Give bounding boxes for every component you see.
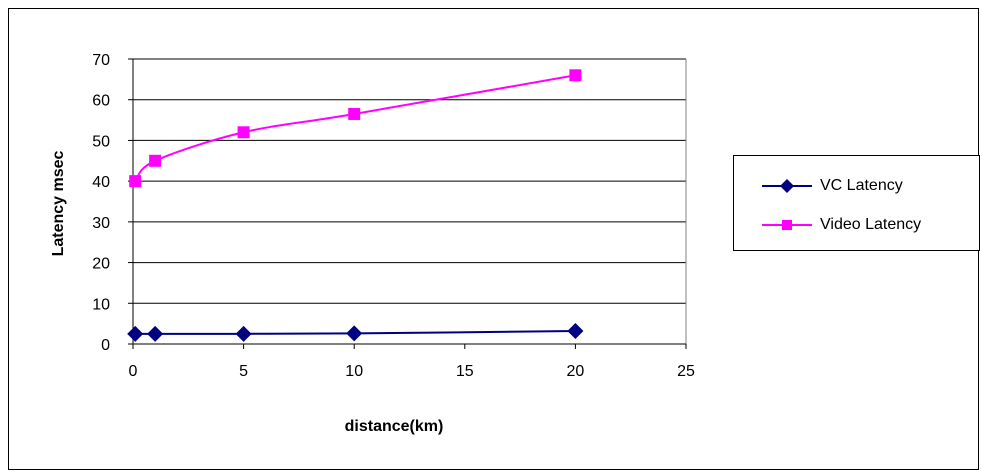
y-tick-label: 20 <box>92 256 110 273</box>
chart-legend: VC Latency Video Latency <box>733 155 980 251</box>
legend-swatch-vc-latency <box>762 179 812 193</box>
x-tick-label: 15 <box>456 363 474 380</box>
y-tick-label: 40 <box>92 174 110 191</box>
legend-swatch-video-latency <box>762 220 812 230</box>
x-tick-label: 5 <box>239 363 248 380</box>
grid-lines <box>133 58 687 344</box>
y-tick-label: 10 <box>92 296 110 313</box>
legend-label-vc-latency: VC Latency <box>820 177 903 194</box>
data-point-video-latency <box>129 175 142 188</box>
data-point-video-latency <box>149 154 162 167</box>
data-point-video-latency <box>569 69 582 82</box>
data-point-vc-latency <box>127 325 144 342</box>
x-tick-label: 0 <box>129 363 138 380</box>
y-tick-label: 0 <box>101 337 110 354</box>
legend-item-vc-latency: VC Latency <box>734 176 979 196</box>
x-tick-label: 10 <box>345 363 363 380</box>
data-point-vc-latency <box>147 325 164 342</box>
y-axis-title: Latency msec <box>50 150 67 256</box>
data-point-video-latency <box>237 126 250 139</box>
data-point-video-latency <box>348 107 361 120</box>
x-tick-label: 20 <box>567 363 585 380</box>
y-tick-label: 70 <box>92 52 110 69</box>
data-point-vc-latency <box>567 322 584 339</box>
axes <box>128 58 687 349</box>
y-tick-label: 60 <box>92 93 110 110</box>
legend-label-video-latency: Video Latency <box>820 216 922 233</box>
data-point-vc-latency <box>235 325 252 342</box>
legend-item-video-latency: Video Latency <box>734 215 979 235</box>
y-tick-label: 30 <box>92 215 110 232</box>
x-axis-title: distance(km) <box>345 418 444 435</box>
y-tick-label: 50 <box>92 133 110 150</box>
data-series <box>127 69 584 342</box>
tick-labels: 0 10 20 30 40 50 60 70 0 5 10 15 20 25 <box>92 52 695 380</box>
data-point-vc-latency <box>346 325 363 342</box>
series-line-video-latency <box>134 74 576 182</box>
x-tick-label: 25 <box>677 363 695 380</box>
